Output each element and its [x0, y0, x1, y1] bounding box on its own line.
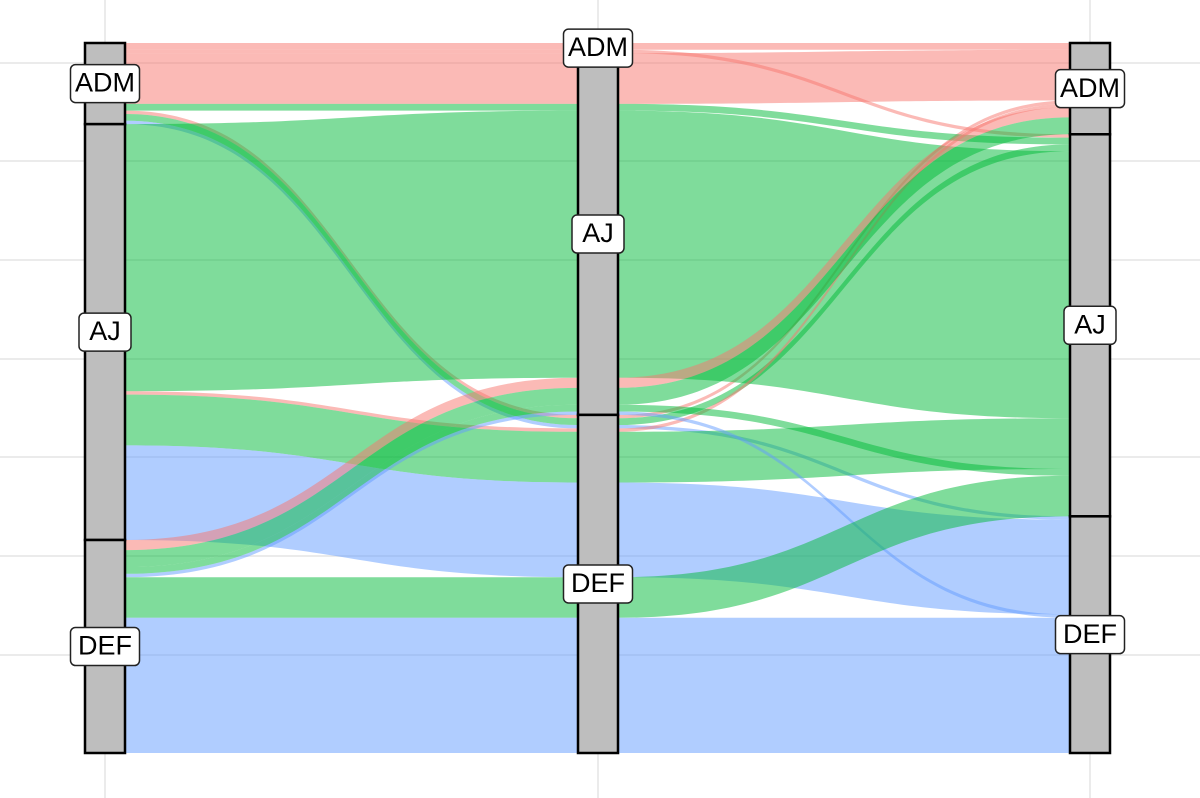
label-box [1054, 68, 1126, 109]
label-box [69, 63, 141, 104]
stratum-label-axis2-adm: ADM [562, 28, 634, 68]
label-text: DEF [571, 568, 625, 598]
stratum-label-axis3-adm: ADM [1054, 68, 1126, 109]
label-text: AJ [89, 316, 121, 346]
stratum-label-axis3-def: DEF [1054, 614, 1126, 655]
label-box [69, 626, 141, 667]
label-box [78, 312, 132, 352]
stratum-label-axis2-aj: AJ [571, 214, 625, 254]
label-text: AJ [1074, 309, 1106, 339]
stratum-label-axis2-def: DEF [562, 564, 634, 604]
label-box [571, 214, 625, 254]
label-box [1063, 305, 1117, 346]
stratum-label-axis3-aj: AJ [1063, 305, 1117, 346]
label-box [1054, 614, 1126, 655]
label-text: ADM [1060, 73, 1120, 103]
label-text: ADM [568, 32, 628, 62]
flow-layer [85, 43, 1110, 753]
label-text: AJ [582, 218, 614, 248]
stratum-label-axis1-adm: ADM [69, 63, 141, 104]
strata-layer: ADM AJ DEF ADM AJ DEF ADM AJ DEF [69, 28, 1126, 755]
label-text: DEF [78, 631, 132, 661]
stratum-label-axis1-aj: AJ [78, 312, 132, 352]
label-box [562, 28, 634, 68]
label-text: ADM [75, 68, 135, 98]
alluvium-def-def-aj-aj [85, 475, 1110, 618]
label-box [562, 564, 634, 604]
label-text: DEF [1063, 619, 1117, 649]
stratum-label-axis1-def: DEF [69, 626, 141, 667]
